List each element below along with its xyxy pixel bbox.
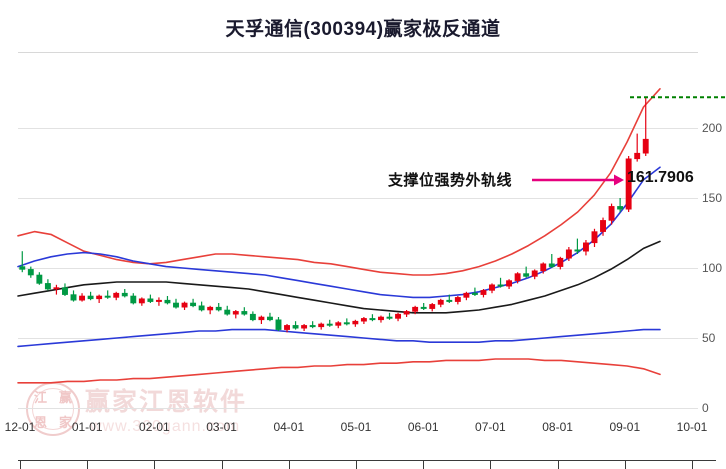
x-tick-label-06-01: 06-01 bbox=[407, 420, 439, 434]
y-tick-label-100: 100 bbox=[702, 261, 723, 275]
x-tick-04-01 bbox=[288, 460, 290, 469]
x-tick-12-01 bbox=[20, 460, 21, 469]
annotation-label: 支撑位强势外轨线 bbox=[388, 172, 513, 189]
x-tick-07-01 bbox=[490, 460, 492, 469]
x-tick-label-09-01: 09-01 bbox=[609, 420, 641, 434]
watermark-seal: 江 赢 恩 家 bbox=[26, 382, 80, 436]
watermark-brand: 赢家江恩软件 bbox=[85, 388, 248, 416]
x-axis-line bbox=[18, 460, 716, 461]
y-tick-label-50: 50 bbox=[702, 331, 716, 345]
x-tick-label-07-01: 07-01 bbox=[475, 420, 506, 434]
x-tick-label-03-01: 03-01 bbox=[206, 420, 237, 434]
x-tick-03-01 bbox=[221, 460, 223, 469]
x-tick-label-04-01: 04-01 bbox=[273, 420, 305, 434]
x-tick-06-01 bbox=[423, 460, 425, 469]
y-tick-label-0: 0 bbox=[702, 401, 709, 415]
x-tick-label-12-01: 12-01 bbox=[4, 420, 36, 434]
x-axis bbox=[18, 52, 716, 469]
y-tick-label-200: 200 bbox=[702, 121, 723, 135]
x-tick-09-01 bbox=[624, 460, 626, 469]
x-tick-05-01 bbox=[356, 460, 357, 469]
seal-char-3: 恩 bbox=[33, 415, 47, 430]
plot-top-border bbox=[18, 52, 698, 53]
x-tick-label-01-01: 01-01 bbox=[71, 420, 103, 434]
gridline-0 bbox=[18, 408, 698, 409]
annotation-value: 161.7906 bbox=[627, 169, 694, 186]
watermark-seal-ring bbox=[32, 388, 74, 430]
y-tick-label-150: 150 bbox=[702, 191, 723, 205]
x-tick-label-02-01: 02-01 bbox=[139, 420, 170, 434]
seal-char-4: 家 bbox=[58, 415, 72, 430]
watermark-url: www.360gann.com bbox=[90, 418, 241, 435]
x-tick-label-05-01: 05-01 bbox=[340, 420, 372, 434]
x-tick-label-08-01: 08-01 bbox=[542, 420, 573, 434]
x-tick-01-01 bbox=[87, 460, 89, 469]
x-tick-10-01 bbox=[692, 460, 693, 469]
page-title: 天孚通信(300394)赢家极反通道 bbox=[225, 19, 501, 40]
x-tick-02-01 bbox=[154, 460, 156, 469]
x-tick-label-10-01: 10-01 bbox=[676, 420, 708, 434]
x-tick-08-01 bbox=[557, 460, 559, 469]
watermark-seal-chars: 江 赢 恩 家 bbox=[28, 384, 78, 434]
chart-page: 天孚通信(300394)赢家极反通道 江 赢 恩 家 赢家江恩软件 www.36… bbox=[4, 19, 726, 469]
seal-char-1: 江 bbox=[33, 390, 47, 405]
seal-char-2: 赢 bbox=[58, 390, 72, 405]
